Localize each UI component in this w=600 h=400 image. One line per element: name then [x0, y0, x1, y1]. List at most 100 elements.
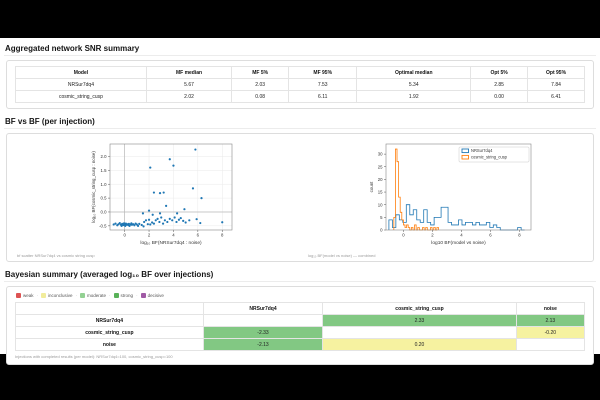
legend-label: weak: [23, 293, 34, 298]
snr-table: Model MF median MF 5% MF 95% Optimal median O…: [15, 66, 585, 103]
scatter-caption: bf scatter NRSur7dq4 vs cosmic string cu…: [17, 253, 95, 258]
snr-card: Model MF median MF 5% MF 95% Optimal median O…: [6, 60, 594, 109]
bayes-value-cell: -2.13: [202, 338, 324, 351]
legend-item-strong: strong: [113, 293, 134, 298]
histogram-caption: log₁₀ BF(model vs noise) — combined: [308, 253, 376, 258]
legend-label: strong: [120, 293, 134, 298]
svg-text:0: 0: [402, 233, 405, 238]
svg-text:8: 8: [518, 233, 521, 238]
svg-text:2: 2: [431, 233, 434, 238]
x-axis-label: log10 BF(model vs noise): [431, 240, 486, 246]
snr-value-cell: 6.11: [288, 90, 358, 103]
bayes-value-cell: 0.20: [322, 338, 517, 351]
bayes-value-cell: 2.13: [515, 314, 586, 327]
bayes-row-header: noise: [15, 338, 204, 351]
section-title-bayes: Bayesian summary (averaged log₁₀ BF over…: [4, 269, 596, 282]
section-title-snr: Aggregated network SNR summary: [4, 43, 596, 56]
svg-text:25: 25: [377, 164, 382, 169]
svg-text:10: 10: [377, 202, 382, 207]
scatter-figure-cell: 0 2 4 6 8 -0.5 0.0 0.5 1.0 1.5 2.0 log₁₀ BF(NRSur7d…: [9, 138, 300, 259]
scatter-plot: 0 2 4 6 8 -0.5 0.0 0.5 1.0 1.5 2.0 log₁₀ BF(NRSur7d…: [91, 143, 232, 246]
snr-header-row: Model MF median MF 5% MF 95% Optimal median O…: [15, 66, 585, 79]
y-axis-label: log₁₀ BF(cosmic_string_cusp : noise): [91, 151, 96, 223]
bayes-table-row: NRSur7dq4 2.33 2.13: [15, 314, 586, 327]
bayes-value-cell: -0.20: [515, 326, 586, 339]
snr-value-cell: 0.08: [231, 90, 290, 103]
bayes-footnote: Injections with completed results (per m…: [15, 354, 173, 359]
hist-series-cosmic_string_cusp: [392, 148, 439, 231]
snr-value-cell: 5.34: [356, 78, 472, 91]
snr-model-cell: NRSur7dq4: [15, 78, 147, 91]
legend-item-moderate: moderate: [80, 293, 106, 298]
bayes-header-row: NRSur7dq4 cosmic_string_cusp noise: [15, 302, 586, 315]
svg-text:0: 0: [380, 228, 383, 233]
snr-col-header: Opt 95%: [527, 66, 585, 79]
bayes-matrix-table: NRSur7dq4 cosmic_string_cusp noise NRSur7dq…: [15, 302, 586, 351]
scatter-points: [112, 148, 223, 228]
snr-col-header: MF 95%: [288, 66, 358, 79]
legend-label: moderate: [87, 293, 107, 298]
snr-table-row: NRSur7dq4 5.67 2.03 7.53 5.34 2.85 7.84: [15, 78, 585, 91]
snr-col-header: Model: [15, 66, 147, 79]
svg-text:15: 15: [377, 190, 382, 195]
bayes-corner-cell: [15, 302, 204, 315]
report-panel: Aggregated network SNR summary Model MF m…: [0, 38, 600, 365]
snr-value-cell: 1.92: [356, 90, 472, 103]
x-axis-label: log₁₀ BF(NRSur7dq4 : noise): [140, 240, 202, 246]
plot-border: [109, 143, 232, 231]
legend-separator: ·: [136, 293, 138, 298]
legend-separator: ·: [75, 293, 78, 298]
inconclusive-color-swatch: [41, 293, 47, 298]
legend-label: NRSur7dq4: [471, 148, 493, 153]
plot-border: [385, 143, 531, 231]
legend-item-inconclusive: inconclusive: [41, 293, 73, 298]
bayes-col-header: cosmic_string_cusp: [322, 302, 517, 315]
snr-col-header: Opt 5%: [470, 66, 529, 79]
bayes-table-row: cosmic_string_cusp -2.33 -0.20: [15, 326, 586, 339]
snr-value-cell: 6.41: [527, 90, 585, 103]
svg-text:5: 5: [380, 215, 383, 220]
y-axis-label: count: [369, 181, 374, 193]
snr-col-header: MF 5%: [231, 66, 290, 79]
bayes-value-cell: [202, 314, 324, 327]
svg-text:8: 8: [221, 233, 224, 238]
svg-text:2: 2: [147, 233, 150, 238]
svg-text:30: 30: [377, 152, 382, 157]
svg-text:0.0: 0.0: [100, 210, 107, 215]
snr-model-cell: cosmic_string_cusp: [15, 90, 147, 103]
svg-text:1.0: 1.0: [100, 182, 107, 187]
bayes-row-header: NRSur7dq4: [15, 314, 204, 327]
snr-value-cell: 0.00: [470, 90, 529, 103]
snr-value-cell: 7.53: [288, 78, 358, 91]
bayes-value-cell: [515, 338, 586, 351]
bayes-value-cell: -2.33: [202, 326, 324, 339]
svg-text:0.5: 0.5: [100, 196, 107, 201]
snr-value-cell: 7.84: [527, 78, 585, 91]
snr-value-cell: 2.02: [145, 90, 233, 103]
svg-text:6: 6: [489, 233, 492, 238]
moderate-color-swatch: [80, 293, 86, 298]
bayes-card: weak · inconclusive · moderate · strong · decisi…: [6, 286, 594, 365]
weak-color-swatch: [16, 293, 21, 298]
bayes-row-header: cosmic_string_cusp: [15, 326, 204, 339]
svg-text:2.0: 2.0: [100, 154, 107, 159]
snr-col-header: Optimal median: [356, 66, 472, 79]
snr-value-cell: 2.03: [231, 78, 290, 91]
snr-table-row: cosmic_string_cusp 2.02 0.08 6.11 1.92 0.00 6.…: [15, 90, 585, 103]
legend-label: decisive: [147, 293, 164, 298]
svg-text:20: 20: [377, 177, 382, 182]
bayes-value-cell: 2.33: [322, 314, 517, 327]
svg-text:4: 4: [172, 233, 175, 238]
legend-item-weak: weak: [16, 293, 34, 298]
snr-value-cell: 2.85: [470, 78, 529, 91]
svg-text:0: 0: [123, 233, 126, 238]
histogram-figure-cell: 0 2 4 6 8 0 5 10 15 20 25 30 log10 BF(model vs noise…: [300, 138, 591, 259]
snr-col-header: MF median: [145, 66, 233, 79]
svg-text:1.5: 1.5: [100, 168, 107, 173]
svg-text:6: 6: [196, 233, 199, 238]
bayes-col-header: noise: [515, 302, 586, 315]
histogram-plot: 0 2 4 6 8 0 5 10 15 20 25 30 log10 BF(model vs noise…: [369, 143, 531, 246]
legend-separator: ·: [36, 293, 39, 298]
